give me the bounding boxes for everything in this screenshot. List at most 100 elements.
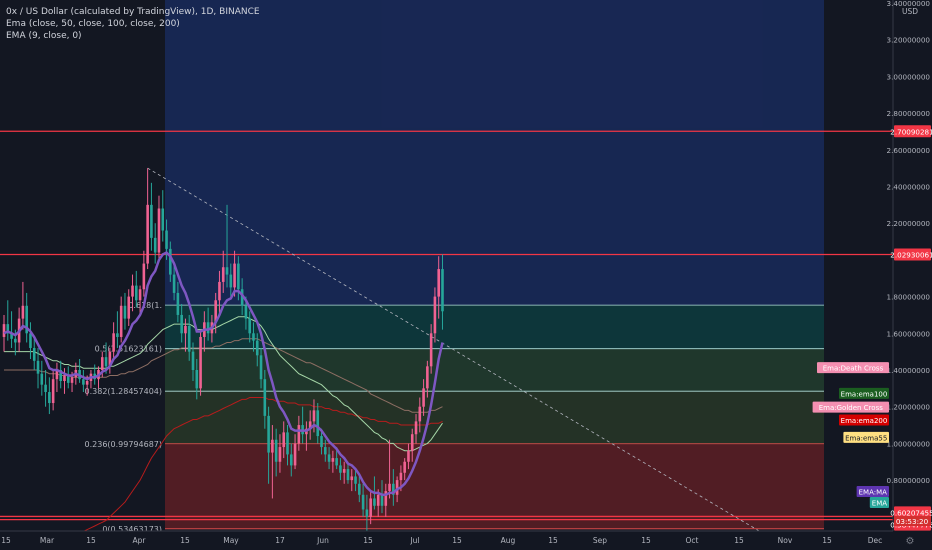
- candle-body[interactable]: [327, 454, 331, 462]
- candle-body[interactable]: [14, 338, 17, 343]
- candle-body[interactable]: [282, 432, 286, 448]
- candle-body[interactable]: [51, 379, 55, 404]
- candle-body[interactable]: [184, 325, 187, 334]
- candle-body[interactable]: [176, 292, 180, 315]
- candle-body[interactable]: [36, 360, 40, 374]
- candle-body[interactable]: [263, 379, 267, 416]
- candle-body[interactable]: [150, 204, 153, 238]
- settings-gear-icon[interactable]: ⚙: [906, 536, 915, 547]
- candle-body[interactable]: [237, 263, 240, 290]
- symbol-title[interactable]: 0x / US Dollar (calculated by TradingVie…: [6, 7, 260, 17]
- candle-body[interactable]: [214, 300, 217, 323]
- candle-body[interactable]: [373, 498, 376, 506]
- candle-body[interactable]: [335, 458, 338, 466]
- candle-body[interactable]: [346, 469, 350, 481]
- candle-body[interactable]: [100, 357, 104, 370]
- candle-body[interactable]: [426, 366, 429, 389]
- candle-body[interactable]: [422, 388, 425, 407]
- candle-body[interactable]: [25, 305, 28, 334]
- candle-body[interactable]: [259, 355, 263, 380]
- candle-body[interactable]: [316, 410, 320, 437]
- candle-body[interactable]: [187, 325, 191, 352]
- candle-body[interactable]: [248, 318, 251, 334]
- candle-body[interactable]: [85, 381, 89, 385]
- candle-body[interactable]: [29, 333, 32, 348]
- candle-body[interactable]: [331, 458, 335, 462]
- candle-body[interactable]: [127, 296, 131, 319]
- candle-body[interactable]: [255, 340, 259, 356]
- candle-body[interactable]: [244, 305, 248, 319]
- candle-body[interactable]: [161, 208, 165, 231]
- candle-body[interactable]: [104, 357, 108, 367]
- ema-multi-indicator[interactable]: Ema (close, 50, close, 100, close, 200): [6, 19, 180, 29]
- trendline[interactable]: [147, 167, 761, 532]
- candle-body[interactable]: [350, 476, 354, 481]
- candle-body[interactable]: [308, 421, 312, 429]
- candle-body[interactable]: [169, 248, 172, 275]
- candle-body[interactable]: [320, 436, 323, 448]
- candle-body[interactable]: [70, 377, 74, 383]
- candle-body[interactable]: [240, 289, 244, 306]
- candle-body[interactable]: [339, 465, 342, 473]
- candle-body[interactable]: [32, 347, 36, 361]
- candle-body[interactable]: [271, 439, 274, 453]
- candle-body[interactable]: [165, 230, 168, 249]
- candle-body[interactable]: [252, 333, 255, 341]
- candle-body[interactable]: [365, 509, 369, 517]
- candle-body[interactable]: [82, 379, 85, 385]
- currency-label[interactable]: USD: [902, 7, 918, 16]
- candle-body[interactable]: [138, 289, 142, 301]
- candle-body[interactable]: [142, 263, 146, 290]
- candle-body[interactable]: [414, 421, 418, 435]
- candle-body[interactable]: [437, 269, 440, 297]
- candle-body[interactable]: [191, 351, 195, 370]
- candle-body[interactable]: [395, 480, 399, 495]
- candle-body[interactable]: [354, 476, 357, 484]
- candle-body[interactable]: [6, 324, 10, 334]
- candle-body[interactable]: [342, 469, 346, 473]
- candle-body[interactable]: [233, 263, 236, 288]
- candle-body[interactable]: [392, 483, 395, 495]
- candle-body[interactable]: [384, 491, 388, 506]
- candle-body[interactable]: [55, 370, 59, 380]
- candle-body[interactable]: [157, 208, 161, 253]
- candle-body[interactable]: [131, 285, 134, 297]
- candle-body[interactable]: [66, 375, 70, 383]
- candle-body[interactable]: [267, 415, 270, 453]
- candle-body[interactable]: [429, 333, 433, 367]
- candle-body[interactable]: [48, 392, 51, 404]
- candle-body[interactable]: [312, 410, 316, 422]
- candle-body[interactable]: [116, 333, 119, 337]
- candle-body[interactable]: [2, 324, 6, 337]
- candle-body[interactable]: [10, 333, 13, 339]
- candle-body[interactable]: [388, 483, 391, 492]
- candle-body[interactable]: [297, 425, 301, 444]
- candle-body[interactable]: [112, 333, 115, 352]
- candle-body[interactable]: [286, 432, 289, 455]
- candle-body[interactable]: [274, 439, 278, 462]
- candle-body[interactable]: [206, 322, 210, 334]
- candle-body[interactable]: [407, 450, 410, 462]
- candle-body[interactable]: [199, 336, 202, 389]
- candle-body[interactable]: [218, 281, 221, 301]
- candle-body[interactable]: [225, 267, 229, 275]
- candle-body[interactable]: [21, 305, 25, 319]
- candle-body[interactable]: [418, 406, 422, 422]
- candle-body[interactable]: [108, 351, 112, 367]
- candle-body[interactable]: [324, 447, 327, 455]
- candle-body[interactable]: [441, 269, 444, 312]
- candle-body[interactable]: [153, 237, 157, 253]
- candle-body[interactable]: [123, 305, 127, 319]
- candle-body[interactable]: [119, 305, 123, 337]
- candle-body[interactable]: [195, 370, 199, 389]
- candle-body[interactable]: [403, 461, 406, 473]
- candle-body[interactable]: [278, 447, 282, 462]
- ema-single-indicator[interactable]: EMA (9, close, 0): [6, 31, 82, 41]
- candle-body[interactable]: [221, 267, 225, 282]
- candle-body[interactable]: [135, 285, 138, 301]
- candle-body[interactable]: [358, 483, 361, 495]
- candle-body[interactable]: [369, 498, 372, 517]
- candle-body[interactable]: [433, 296, 437, 334]
- candle-body[interactable]: [40, 373, 44, 385]
